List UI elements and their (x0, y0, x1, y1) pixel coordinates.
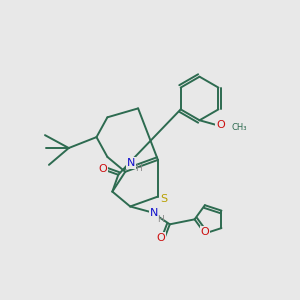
Text: O: O (157, 233, 165, 243)
Text: H: H (158, 215, 164, 224)
Text: O: O (216, 120, 225, 130)
Text: CH₃: CH₃ (231, 123, 247, 132)
Text: N: N (127, 158, 135, 168)
Text: S: S (160, 194, 167, 203)
Text: N: N (150, 208, 158, 218)
Text: O: O (98, 164, 107, 174)
Text: H: H (135, 164, 142, 173)
Text: O: O (200, 226, 209, 236)
